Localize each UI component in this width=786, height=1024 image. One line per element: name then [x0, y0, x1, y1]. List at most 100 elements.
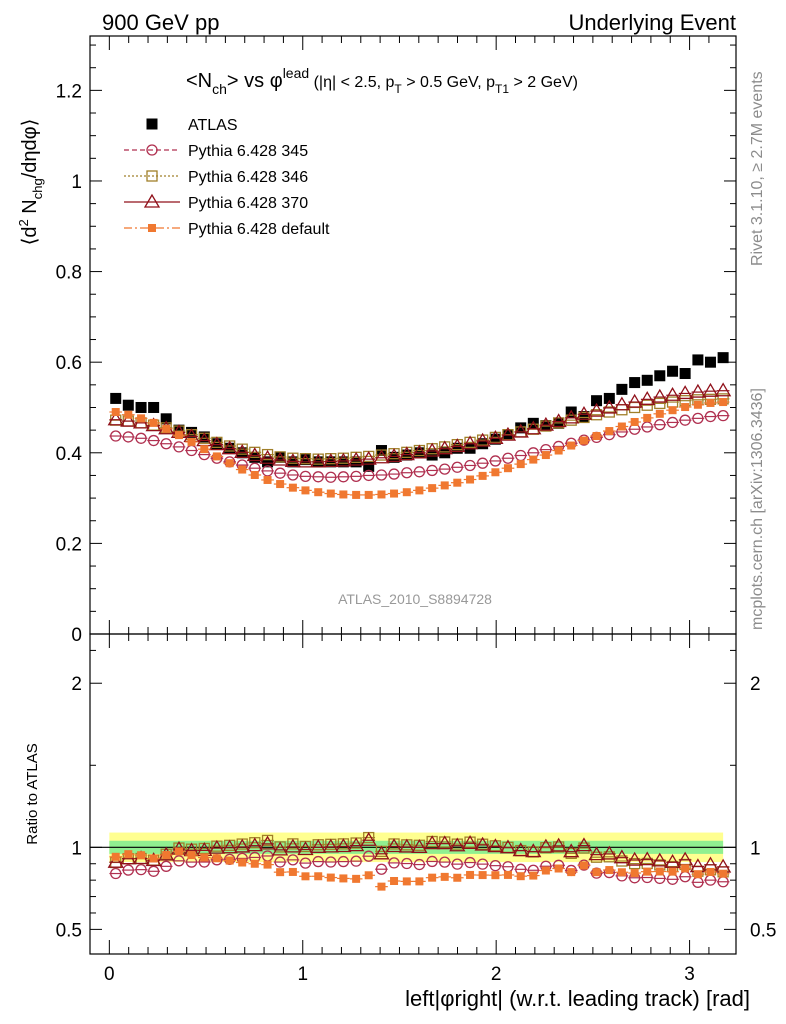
- data-point: [575, 405, 593, 420]
- ratio-point: [706, 867, 715, 876]
- data-point: [335, 452, 352, 467]
- ratio-data-points: [107, 831, 732, 891]
- ratio-point: [259, 835, 276, 850]
- data-point: [453, 478, 462, 487]
- ratio-point: [310, 839, 327, 853]
- ratio-point: [402, 877, 411, 886]
- ratio-point: [512, 842, 529, 857]
- data-point: [186, 426, 198, 438]
- ratio-point: [413, 858, 426, 871]
- ratio-plot: 0.5 0.5 1 1 2 2 0 1 2 3 Ratio to ATLAS left|φrigh…: [24, 633, 776, 1011]
- ratio-point: [325, 856, 337, 868]
- series-4: [109, 398, 730, 499]
- title-sub-d: T1: [495, 82, 509, 96]
- ratio-y-tick-label-right: 0.5: [750, 920, 776, 941]
- x-tick-label: 3: [684, 964, 695, 985]
- ratio-point: [464, 856, 476, 869]
- data-point: [464, 459, 476, 472]
- data-point: [388, 451, 400, 463]
- main-y-tick-label: 0.6: [56, 353, 82, 374]
- ratio-point: [503, 870, 512, 879]
- data-point: [424, 442, 441, 457]
- main-y-tick-label: 1.2: [56, 81, 82, 102]
- data-point: [603, 406, 615, 418]
- data-point: [588, 402, 605, 417]
- ratio-point: [466, 870, 475, 879]
- data-point: [512, 423, 529, 438]
- data-point: [173, 424, 185, 436]
- data-point: [489, 455, 502, 467]
- ratio-point: [529, 871, 538, 880]
- ratio-point: [681, 864, 690, 873]
- legend-marker: [146, 144, 158, 156]
- data-point: [717, 352, 729, 364]
- data-point: [664, 386, 681, 401]
- ratio-point: [261, 834, 274, 847]
- data-point: [704, 356, 716, 368]
- data-point: [654, 419, 666, 431]
- data-point: [149, 418, 158, 427]
- ratio-point: [668, 867, 677, 876]
- data-point: [325, 471, 337, 483]
- ratio-point: [487, 838, 504, 853]
- title-part-b: > vs φ: [227, 70, 283, 92]
- data-point: [679, 414, 691, 426]
- data-point: [579, 436, 588, 445]
- data-point: [160, 413, 172, 425]
- data-point: [428, 484, 437, 493]
- data-point: [440, 481, 449, 490]
- ratio-point: [719, 869, 728, 878]
- ratio-point: [626, 851, 643, 866]
- data-point: [554, 446, 563, 455]
- ratio-point: [322, 838, 339, 853]
- ratio-point: [474, 836, 491, 851]
- data-point: [704, 410, 717, 423]
- main-plot: 0 0.2 0.4 0.6 0.8 1 1.2 ATLAS_2010_S8894728 <N…: [16, 35, 737, 954]
- data-point: [288, 483, 297, 492]
- ratio-point: [415, 877, 424, 886]
- data-point: [474, 432, 491, 447]
- ratio-point: [613, 849, 631, 864]
- data-point: [626, 393, 643, 408]
- ratio-point: [411, 839, 428, 853]
- ylabel-sub-b: chg: [30, 178, 45, 199]
- ratio-point: [588, 846, 605, 861]
- data-point: [651, 388, 668, 403]
- data-point: [550, 413, 567, 428]
- ratio-point: [617, 868, 626, 877]
- ratio-point: [360, 831, 377, 846]
- ratio-point: [225, 856, 234, 865]
- data-point: [377, 490, 386, 499]
- ratio-point: [271, 841, 289, 856]
- data-point: [388, 468, 400, 480]
- ratio-point: [238, 858, 247, 867]
- data-point: [312, 471, 324, 483]
- ratio-point: [221, 839, 238, 854]
- data-point: [373, 449, 390, 464]
- ratio-point: [111, 852, 120, 861]
- data-point: [503, 464, 512, 473]
- analysis-id-label: ATLAS_2010_S8894728: [338, 591, 492, 607]
- legend: ATLAS Pythia 6.428 345 Pythia 6.428 346 Pyt…: [124, 117, 330, 238]
- data-point: [348, 451, 365, 466]
- data-point: [274, 467, 286, 479]
- ratio-point: [385, 838, 403, 853]
- data-point: [135, 401, 147, 413]
- data-point: [212, 452, 221, 461]
- ratio-point: [110, 867, 122, 880]
- data-point: [629, 377, 641, 389]
- ratio-point: [122, 864, 134, 876]
- ratio-point: [246, 837, 263, 852]
- data-point: [643, 413, 652, 422]
- ratio-point: [525, 843, 542, 858]
- main-y-axis-label: ⟨d2 Nchg/dηdφ⟩: [16, 119, 45, 246]
- ratio-point: [516, 872, 525, 881]
- x-axis-label: left|φright| (w.r.t. leading track) [rad…: [405, 986, 750, 1011]
- data-point: [478, 471, 487, 480]
- data-point: [211, 438, 223, 450]
- data-point: [259, 449, 276, 464]
- ratio-point: [299, 857, 312, 869]
- data-point: [439, 447, 451, 459]
- data-point: [363, 469, 375, 482]
- data-point: [449, 438, 466, 453]
